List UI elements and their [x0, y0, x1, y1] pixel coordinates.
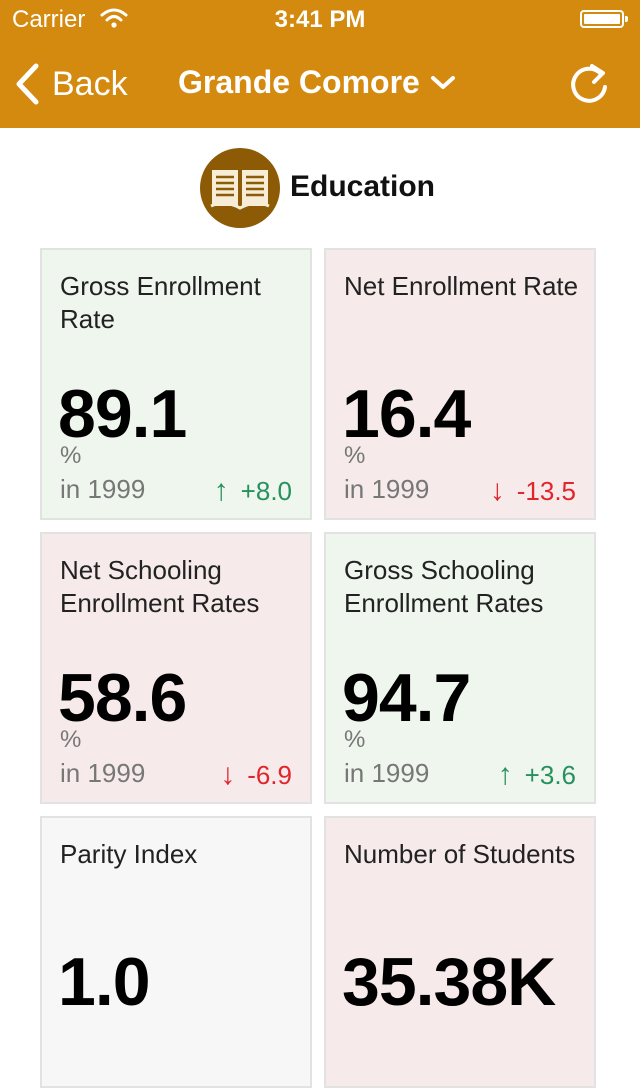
- back-button[interactable]: Back: [14, 62, 128, 106]
- back-label: Back: [52, 64, 128, 103]
- change-value: -13.5: [516, 476, 576, 506]
- indicator-change: ↑ +8.0: [214, 474, 292, 508]
- section-title: Education: [290, 170, 436, 203]
- indicator-value: 35.38K: [342, 944, 556, 1020]
- region-selector[interactable]: Grande Comore: [178, 64, 456, 101]
- navigation-bar: Back Grande Comore: [0, 40, 640, 128]
- section-header: Education: [0, 148, 640, 228]
- change-value: +8.0: [240, 476, 292, 506]
- indicator-change: ↑ +3.6: [498, 758, 576, 792]
- indicator-value: 1.0: [58, 944, 151, 1020]
- chevron-left-icon: [16, 63, 39, 105]
- change-value: +3.6: [524, 760, 576, 790]
- indicator-title: Number of Students: [344, 839, 576, 869]
- indicator-unit: %: [60, 442, 82, 469]
- indicator-title: Net Enrollment Rate: [344, 271, 579, 301]
- indicator-title: Gross Schooling Enrollment Rates: [344, 555, 544, 618]
- indicator-card-gross-enrollment-rate[interactable]: Gross Enrollment Rate 89.1 % in 1999 ↑ +8…: [40, 248, 312, 520]
- arrow-down-icon: ↓: [489, 474, 505, 507]
- indicator-year: in 1999: [60, 758, 146, 788]
- indicator-title: Parity Index: [60, 839, 198, 869]
- indicator-value: 89.1: [58, 376, 187, 452]
- book-icon: [200, 148, 280, 228]
- page-title: Grande Comore: [178, 64, 420, 100]
- arrow-up-icon: ↑: [213, 474, 229, 507]
- indicator-value: 94.7: [342, 660, 471, 736]
- arrow-down-icon: ↓: [220, 758, 236, 791]
- status-time: 3:41 PM: [274, 6, 366, 33]
- indicator-unit: %: [60, 726, 82, 753]
- indicator-card-net-schooling-enrollment-rates[interactable]: Net Schooling Enrollment Rates 58.6 % in…: [40, 532, 312, 804]
- indicator-year: in 1999: [344, 474, 430, 504]
- indicator-card-net-enrollment-rate[interactable]: Net Enrollment Rate 16.4 % in 1999 ↓ -13.…: [324, 248, 596, 520]
- change-value: -6.9: [247, 760, 292, 790]
- indicator-change: ↓ -13.5: [490, 474, 576, 508]
- chevron-down-icon: [430, 75, 455, 89]
- wifi-icon: [100, 8, 128, 28]
- indicator-card-gross-schooling-enrollment-rates[interactable]: Gross Schooling Enrollment Rates 94.7 % …: [324, 532, 596, 804]
- refresh-icon[interactable]: [566, 60, 612, 106]
- indicator-title: Net Schooling Enrollment Rates: [60, 555, 260, 618]
- indicator-value: 16.4: [342, 376, 471, 452]
- indicator-year: in 1999: [344, 758, 430, 788]
- indicator-unit: %: [344, 442, 366, 469]
- arrow-up-icon: ↑: [497, 758, 513, 791]
- indicator-card-number-of-students[interactable]: Number of Students 35.38K: [324, 816, 596, 1088]
- carrier-label: Carrier: [12, 6, 86, 33]
- indicator-change: ↓ -6.9: [220, 758, 292, 792]
- battery-icon: [580, 10, 628, 28]
- indicator-title: Gross Enrollment Rate: [60, 271, 261, 334]
- indicator-unit: %: [344, 726, 366, 753]
- indicator-year: in 1999: [60, 474, 146, 504]
- status-bar: Carrier 3:41 PM: [0, 0, 640, 40]
- indicator-value: 58.6: [58, 660, 187, 736]
- indicator-card-parity-index[interactable]: Parity Index 1.0: [40, 816, 312, 1088]
- top-bar: Carrier 3:41 PM Back Grande Comore: [0, 0, 640, 128]
